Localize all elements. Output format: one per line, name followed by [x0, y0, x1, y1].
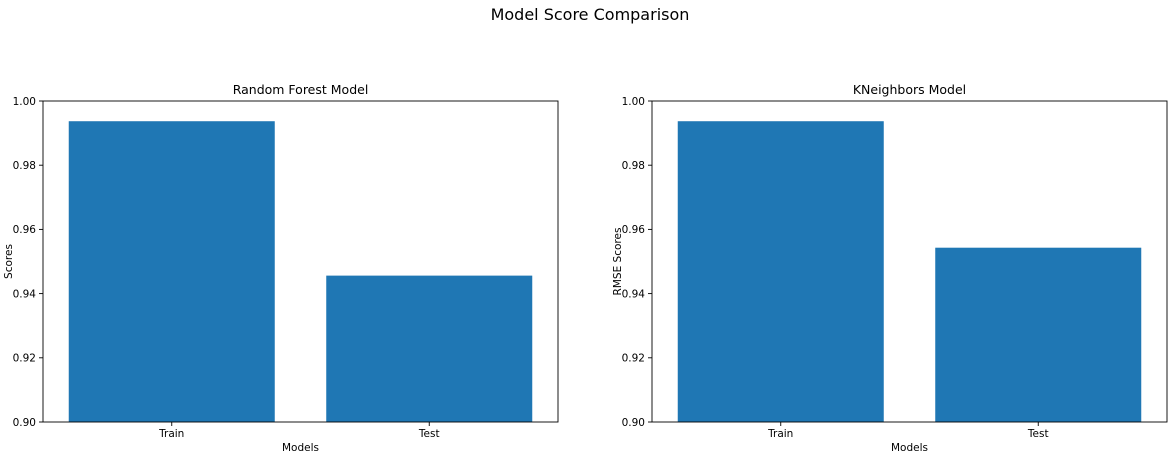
y-tick-label: 0.92	[13, 353, 36, 365]
y-tick-label: 0.92	[622, 353, 645, 365]
y-axis-label: RMSE Scores	[612, 228, 624, 296]
y-tick-label: 0.96	[13, 224, 37, 236]
bar-train	[68, 121, 275, 422]
y-tick-label: 1.00	[622, 96, 645, 108]
y-tick-label: 0.90	[622, 417, 645, 429]
x-tick-label: Train	[158, 428, 184, 440]
plot-frame	[651, 100, 1168, 423]
y-tick-label: 1.00	[13, 96, 36, 108]
chart-kneighbors: KNeighbors Model Models RMSE Scores 0.90…	[612, 82, 1168, 454]
x-tick-label: Test	[418, 428, 440, 440]
y-tick-label: 0.94	[622, 288, 646, 300]
bar-test	[935, 247, 1142, 422]
y-tick-label: 0.98	[622, 160, 645, 172]
bar-test	[326, 275, 533, 422]
plot-frame	[42, 100, 559, 423]
figure-title: Model Score Comparison	[491, 5, 690, 24]
y-tick-label: 0.94	[13, 288, 37, 300]
chart-title: Random Forest Model	[233, 82, 369, 97]
y-tick-label: 0.98	[13, 160, 36, 172]
chart-title: KNeighbors Model	[853, 82, 966, 97]
x-tick-label: Test	[1027, 428, 1049, 440]
bar-train	[677, 121, 884, 422]
x-tick-label: Train	[767, 428, 793, 440]
y-tick-label: 0.90	[13, 417, 36, 429]
x-axis-label: Models	[891, 442, 928, 454]
y-tick-label: 0.96	[622, 224, 646, 236]
chart-random-forest: Random Forest Model Models Scores 0.90 0.…	[3, 82, 559, 454]
x-axis-label: Models	[282, 442, 319, 454]
y-axis-label: Scores	[3, 244, 15, 279]
